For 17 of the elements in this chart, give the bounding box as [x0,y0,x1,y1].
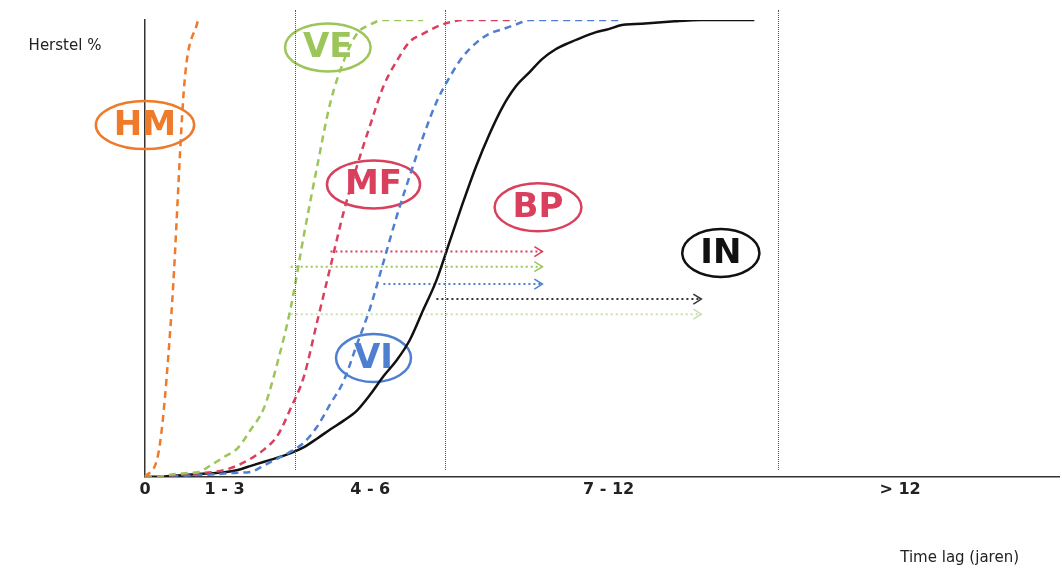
x-tick-label: 4 - 6 [350,478,391,498]
series-label: VE [303,25,353,66]
point [692,308,703,320]
point [533,278,544,290]
x-tick-label: 1 - 3 [204,478,245,498]
x-tick-label: 7 - 12 [583,478,635,498]
x-tick-label: > 12 [879,478,921,498]
x-axis-title: Time lag (jaren) [899,547,1019,566]
point [692,293,703,305]
annotation: BP [512,185,564,226]
point [533,245,544,258]
x-tick-label: 0 [139,478,151,498]
point [533,260,544,273]
y-axis-title: Herstel % [28,36,102,54]
series-label: VI [354,335,393,376]
text: IN [700,230,742,271]
series-label: MF [344,162,403,203]
